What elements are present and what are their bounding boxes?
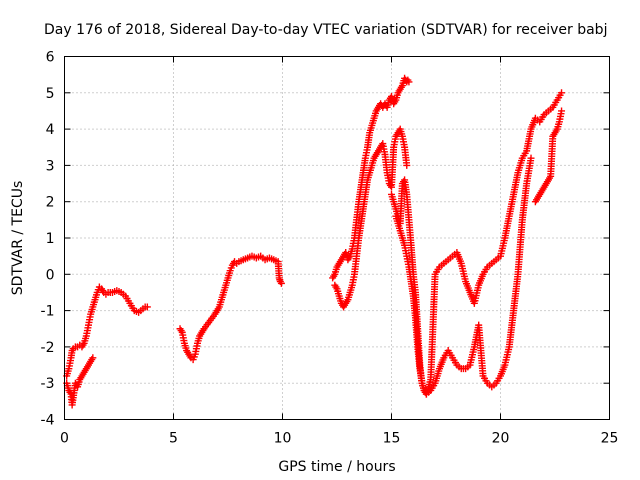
- grid: [64, 56, 610, 420]
- series-mid: [176, 252, 285, 364]
- data-point: [527, 154, 535, 162]
- x-tick-label: 25: [601, 431, 619, 447]
- y-tick-label: -3: [41, 376, 55, 392]
- data-point: [89, 354, 97, 362]
- x-tick-label: 5: [169, 431, 178, 447]
- data-point: [403, 161, 411, 169]
- series-late-A: [329, 74, 413, 282]
- data-points: [63, 74, 566, 409]
- data-point: [405, 78, 413, 86]
- y-tick-label: 1: [46, 231, 55, 247]
- y-tick-label: -1: [41, 304, 55, 320]
- y-tick-label: 2: [46, 195, 55, 211]
- series-late-E: [531, 107, 566, 206]
- y-tick-label: -2: [41, 340, 55, 356]
- y-tick-label: 5: [46, 86, 55, 102]
- data-point: [143, 303, 151, 311]
- data-point: [558, 107, 566, 115]
- x-tick-label: 0: [60, 431, 69, 447]
- y-tick-label: 0: [46, 267, 55, 283]
- x-axis-label: GPS time / hours: [278, 459, 395, 475]
- x-tick-label: 20: [492, 431, 510, 447]
- data-point: [277, 279, 285, 287]
- y-axis-label: SDTVAR / TECUs: [10, 181, 26, 296]
- data-point: [558, 89, 566, 97]
- y-tick-label: 6: [46, 50, 55, 66]
- series-late-D: [392, 89, 566, 398]
- x-tick-label: 15: [383, 431, 401, 447]
- y-tick-label: 4: [46, 122, 55, 138]
- series-early-B: [63, 354, 97, 409]
- x-tick-label: 10: [274, 431, 292, 447]
- chart-title: Day 176 of 2018, Sidereal Day-to-day VTE…: [44, 22, 607, 38]
- series-late-B: [331, 125, 411, 311]
- y-tick-label: 3: [46, 158, 55, 174]
- plot-frame: [64, 56, 610, 420]
- axis-ticks: 0 5 10 15 20 25 -4 -3 -2 -1 0 1 2 3 4 5 6: [41, 50, 619, 447]
- y-tick-label: -4: [41, 413, 55, 429]
- series-early-A: [63, 283, 151, 380]
